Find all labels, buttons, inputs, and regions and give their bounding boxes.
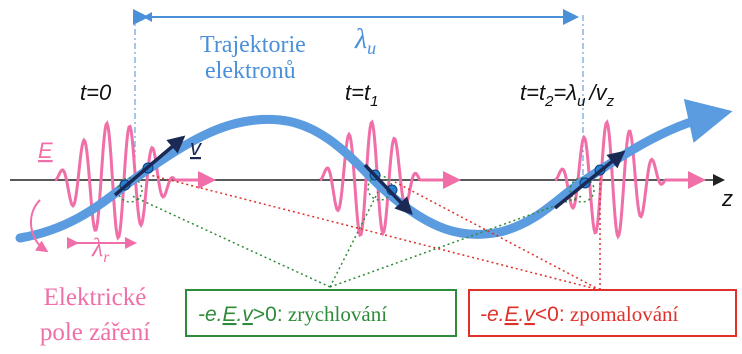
symbol: λ (91, 233, 103, 262)
subscript: r (103, 249, 110, 266)
text: t=t (345, 80, 371, 105)
radiation-wavelength: λr (91, 233, 110, 266)
subscript: u (367, 38, 376, 58)
text: =λ (553, 80, 577, 105)
subscript: 1 (370, 93, 378, 110)
symbol: λ (354, 24, 367, 55)
line: pole záření (40, 319, 150, 346)
dec-links (150, 175, 600, 290)
subscript: z (606, 93, 615, 110)
caption-arrow (31, 200, 45, 250)
time-label: t=0 (80, 80, 112, 105)
part: E (505, 303, 520, 326)
line: Elektrické (44, 284, 147, 311)
part: >0: (253, 303, 283, 326)
text: t=t (520, 80, 546, 105)
deceleration-text: -e.E.v<0: zpomalování (480, 302, 679, 326)
part: E (223, 303, 238, 326)
arrow-head (143, 12, 152, 22)
line: elektronů (205, 58, 296, 84)
line: Trajektorie (200, 32, 306, 58)
field-symbol: E (38, 138, 53, 163)
undulator-wavelength: λu (354, 24, 376, 58)
part: zrychlování (283, 302, 388, 326)
acceleration-text: -e.E.v>0: zrychlování (198, 302, 387, 326)
diagram: λu Trajektorieelektronů t=0 t=t1 t=t2=λu… (0, 0, 742, 354)
part: -e. (198, 303, 223, 326)
part: <0: (535, 303, 565, 326)
axis-label: z (721, 186, 733, 211)
subscript: u (577, 93, 586, 110)
time-label: t=t1 (345, 80, 378, 110)
field-caption: Elektrické pole záření (40, 284, 150, 346)
part: zpomalování (565, 302, 679, 326)
text: /v (587, 80, 608, 105)
part: -e. (480, 303, 505, 326)
text: t=0 (80, 80, 112, 105)
time-label: t=t2=λu/vz (520, 80, 615, 110)
